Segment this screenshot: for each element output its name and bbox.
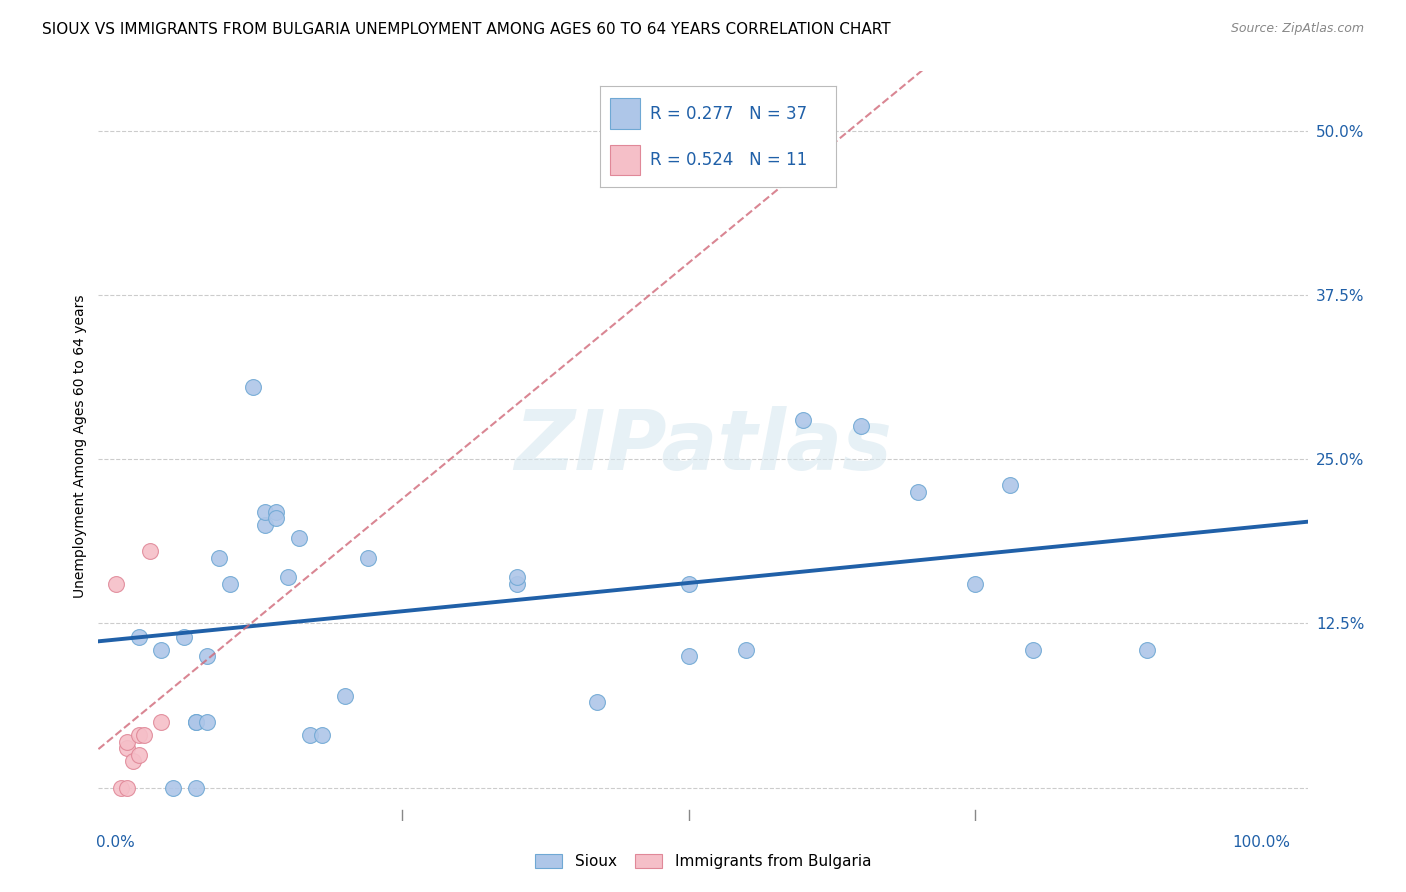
Point <box>184 714 207 729</box>
Point <box>184 714 207 729</box>
Point <box>357 550 380 565</box>
Point <box>219 577 242 591</box>
Point <box>907 485 929 500</box>
Point <box>128 747 150 762</box>
Point <box>586 695 609 709</box>
Point <box>195 649 218 664</box>
Legend: Sioux, Immigrants from Bulgaria: Sioux, Immigrants from Bulgaria <box>529 848 877 875</box>
Point <box>115 780 138 795</box>
Point <box>333 689 356 703</box>
Point <box>115 741 138 756</box>
Point <box>139 544 162 558</box>
Y-axis label: Unemployment Among Ages 60 to 64 years: Unemployment Among Ages 60 to 64 years <box>73 294 87 598</box>
Point <box>242 380 264 394</box>
Point <box>277 570 299 584</box>
Point <box>173 630 195 644</box>
Point <box>264 505 287 519</box>
Point <box>150 642 173 657</box>
Point <box>288 531 311 545</box>
Point <box>128 630 150 644</box>
Text: SIOUX VS IMMIGRANTS FROM BULGARIA UNEMPLOYMENT AMONG AGES 60 TO 64 YEARS CORRELA: SIOUX VS IMMIGRANTS FROM BULGARIA UNEMPL… <box>42 22 891 37</box>
Point <box>735 642 758 657</box>
Point <box>792 413 814 427</box>
Point <box>849 419 872 434</box>
Point <box>253 505 276 519</box>
Text: Source: ZipAtlas.com: Source: ZipAtlas.com <box>1230 22 1364 36</box>
Point <box>134 728 156 742</box>
Point <box>1136 642 1159 657</box>
Point <box>128 728 150 742</box>
Point <box>110 780 132 795</box>
Text: ZIPatlas: ZIPatlas <box>515 406 891 486</box>
Point <box>184 780 207 795</box>
Point <box>506 570 529 584</box>
Point <box>998 478 1021 492</box>
Point <box>121 755 143 769</box>
Point <box>195 714 218 729</box>
Point <box>299 728 322 742</box>
Point <box>506 577 529 591</box>
Point <box>208 550 231 565</box>
Point <box>678 577 700 591</box>
Point <box>150 714 173 729</box>
Point <box>264 511 287 525</box>
Point <box>253 517 276 532</box>
Point <box>1021 642 1043 657</box>
Point <box>678 649 700 664</box>
Point <box>162 780 184 795</box>
Point <box>104 577 127 591</box>
Point <box>965 577 987 591</box>
Point <box>311 728 333 742</box>
Point <box>115 735 138 749</box>
